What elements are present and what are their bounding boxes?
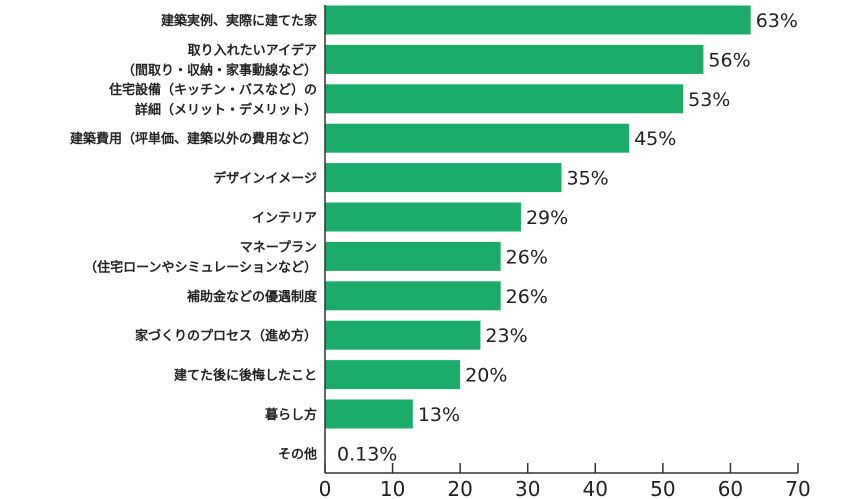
category-label: （住宅ローンやシミュレーションなど） bbox=[84, 259, 317, 275]
category-label: 建てた後に後悔したこと bbox=[174, 368, 317, 384]
bar bbox=[325, 84, 684, 114]
category-label: インテリア bbox=[252, 211, 317, 226]
x-tick-label: 0 bbox=[319, 477, 332, 499]
category-label: マネープラン bbox=[240, 240, 317, 255]
bar bbox=[325, 123, 630, 153]
category-label: （間取り・収納・家事動線など） bbox=[122, 62, 317, 78]
bar bbox=[325, 44, 704, 74]
value-label: 26% bbox=[506, 286, 548, 308]
category-label: 詳細（メリット・デメリット） bbox=[135, 102, 317, 118]
value-label: 20% bbox=[465, 365, 507, 387]
category-label: 建築実例、実際に建てた家 bbox=[161, 13, 318, 29]
x-tick-label: 40 bbox=[583, 477, 608, 499]
category-label: 住宅設備（キッチン・バスなど）の bbox=[109, 82, 317, 98]
value-label: 56% bbox=[708, 49, 750, 71]
bar bbox=[325, 202, 521, 232]
category-label: 建築費用（坪単価、建築以外の費用など） bbox=[70, 131, 317, 147]
category-label: 取り入れたいアイデア bbox=[188, 42, 317, 58]
category-label: デザインイメージ bbox=[213, 171, 317, 187]
bar bbox=[325, 241, 501, 271]
x-tick-label: 30 bbox=[515, 477, 540, 499]
bar bbox=[325, 320, 481, 350]
value-label: 35% bbox=[567, 168, 609, 190]
bar bbox=[325, 360, 461, 390]
x-tick-label: 60 bbox=[718, 477, 743, 499]
category-label: 家づくりのプロセス（進め方） bbox=[135, 328, 317, 344]
x-tick-label: 10 bbox=[380, 477, 405, 499]
value-label: 53% bbox=[688, 89, 730, 111]
x-tick-label: 20 bbox=[447, 477, 472, 499]
category-label: その他 bbox=[278, 446, 317, 462]
value-label: 45% bbox=[634, 128, 676, 150]
bar bbox=[325, 163, 562, 193]
bar bbox=[325, 281, 501, 311]
x-tick-label: 70 bbox=[785, 477, 810, 499]
x-tick-label: 50 bbox=[650, 477, 675, 499]
bar bbox=[325, 399, 413, 429]
value-label: 13% bbox=[418, 404, 460, 426]
value-label: 0.13% bbox=[337, 443, 397, 465]
category-label: 補助金などの優遇制度 bbox=[186, 289, 318, 305]
bar bbox=[325, 5, 751, 35]
value-label: 63% bbox=[756, 10, 798, 32]
value-label: 29% bbox=[526, 207, 568, 229]
value-label: 23% bbox=[485, 325, 527, 347]
value-label: 26% bbox=[506, 246, 548, 268]
category-label: 暮らし方 bbox=[264, 407, 317, 423]
